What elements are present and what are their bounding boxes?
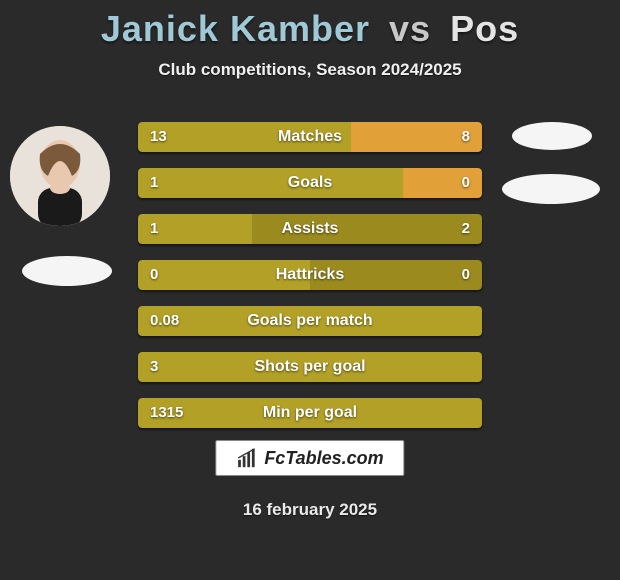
subtitle: Club competitions, Season 2024/2025 bbox=[0, 60, 620, 80]
player2-club-logo-2 bbox=[502, 174, 600, 204]
date-text: 16 february 2025 bbox=[0, 500, 620, 520]
stat-label: Matches bbox=[138, 122, 482, 152]
vs-text: vs bbox=[389, 8, 431, 49]
brand-chart-icon bbox=[236, 447, 258, 469]
player1-name: Janick Kamber bbox=[101, 8, 370, 49]
stat-label: Assists bbox=[138, 214, 482, 244]
brand-badge[interactable]: FcTables.com bbox=[215, 440, 404, 476]
stats-bars: 138Matches 10Goals 12Assists 00Hattricks 0.0… bbox=[138, 122, 482, 444]
player1-photo-icon bbox=[10, 126, 110, 226]
stat-label: Min per goal bbox=[138, 398, 482, 428]
stat-label: Hattricks bbox=[138, 260, 482, 290]
stat-row: 1315Min per goal bbox=[138, 398, 482, 428]
stat-row: 00Hattricks bbox=[138, 260, 482, 290]
stat-row: 0.08Goals per match bbox=[138, 306, 482, 336]
comparison-title: Janick Kamber vs Pos bbox=[0, 0, 620, 50]
brand-text: FcTables.com bbox=[264, 448, 383, 469]
stat-row: 10Goals bbox=[138, 168, 482, 198]
stat-row: 138Matches bbox=[138, 122, 482, 152]
stat-row: 3Shots per goal bbox=[138, 352, 482, 382]
stat-label: Goals per match bbox=[138, 306, 482, 336]
stat-label: Shots per goal bbox=[138, 352, 482, 382]
player2-name: Pos bbox=[450, 8, 519, 49]
stat-row: 12Assists bbox=[138, 214, 482, 244]
stat-label: Goals bbox=[138, 168, 482, 198]
player2-club-logo-1 bbox=[512, 122, 592, 150]
player1-avatar bbox=[10, 126, 110, 226]
player1-club-logo bbox=[22, 256, 112, 286]
